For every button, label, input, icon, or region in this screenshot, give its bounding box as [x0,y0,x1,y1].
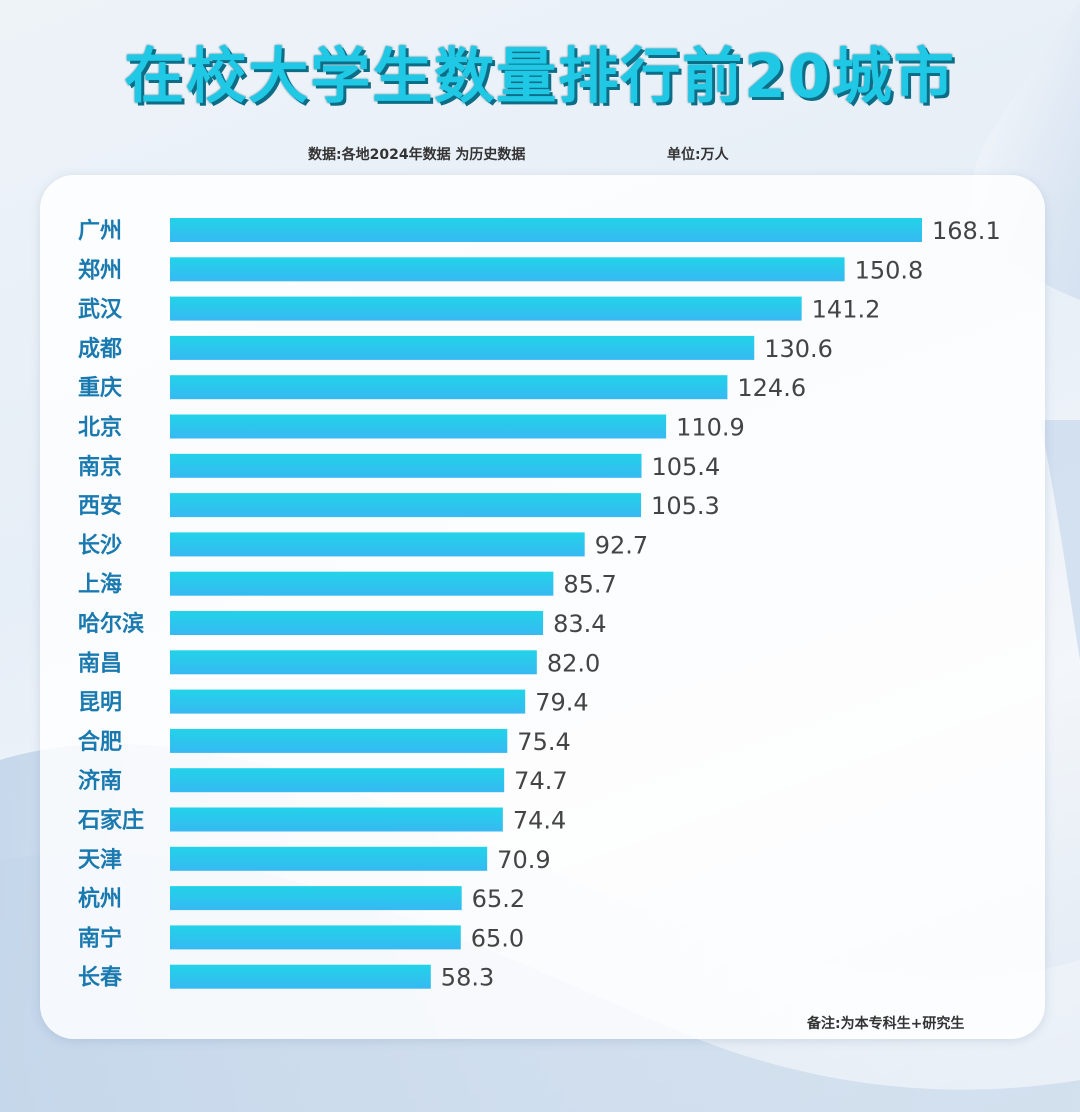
bar [170,689,526,714]
bar [170,571,554,596]
bar [170,611,544,635]
category-label: 昆明 [78,691,122,716]
bar [170,925,461,950]
category-label: 合肥 [78,729,122,755]
bar [170,728,508,753]
category-label: 上海 [78,572,122,598]
value-label: 65.0 [471,924,524,952]
bar [170,218,922,242]
value-label: 85.7 [563,571,616,599]
category-label: 天津 [78,847,122,873]
category-label: 南京 [78,454,122,480]
bar [170,335,755,360]
value-label: 82.0 [547,649,600,677]
category-label: 西安 [78,493,122,519]
category-label: 石家庄 [77,808,144,834]
value-label: 70.9 [497,846,550,874]
value-label: 168.1 [932,217,1001,245]
bar [170,886,462,911]
value-label: 74.4 [513,807,566,835]
unit-note: 单位:万人 [667,147,729,163]
category-label: 长春 [78,966,122,991]
value-label: 75.4 [517,728,570,756]
value-label: 65.2 [472,885,525,913]
source-note: 数据:各地2024年数据 为历史数据 [308,147,526,163]
category-label: 郑州 [78,258,122,283]
bar [170,414,667,439]
category-label: 杭州 [78,886,122,912]
category-label: 南宁 [78,925,122,951]
category-label: 济南 [78,768,122,794]
bar [170,493,642,518]
category-label: 南昌 [78,651,122,676]
category-label: 重庆 [78,375,122,401]
value-label: 141.2 [812,296,881,324]
category-label: 武汉 [78,298,123,323]
page-title: 在校大学生数量排行前20城市 [124,42,956,112]
value-label: 105.3 [651,492,720,520]
value-label: 105.4 [652,453,721,481]
bar [170,375,728,400]
value-label: 92.7 [595,531,648,559]
category-label: 广州 [78,218,122,244]
bar [170,650,537,675]
bar [170,807,503,832]
value-label: 74.7 [514,767,567,795]
bar [170,532,585,557]
bar [170,257,845,282]
value-label: 130.6 [764,335,833,363]
value-label: 110.9 [676,414,745,442]
bar [170,768,505,793]
bar [170,846,488,871]
value-label: 150.8 [855,256,924,284]
category-label: 哈尔滨 [78,611,144,637]
category-label: 成都 [78,337,122,362]
bar [170,453,642,478]
bar [170,296,802,321]
bar [170,964,431,989]
value-label: 58.3 [441,964,494,992]
value-label: 83.4 [553,610,606,638]
value-label: 79.4 [535,689,588,717]
value-label: 124.6 [737,374,806,402]
category-label: 北京 [78,415,122,441]
category-label: 长沙 [78,533,122,558]
footnote-remark: 备注:为本专科生+研究生 [807,1016,965,1032]
